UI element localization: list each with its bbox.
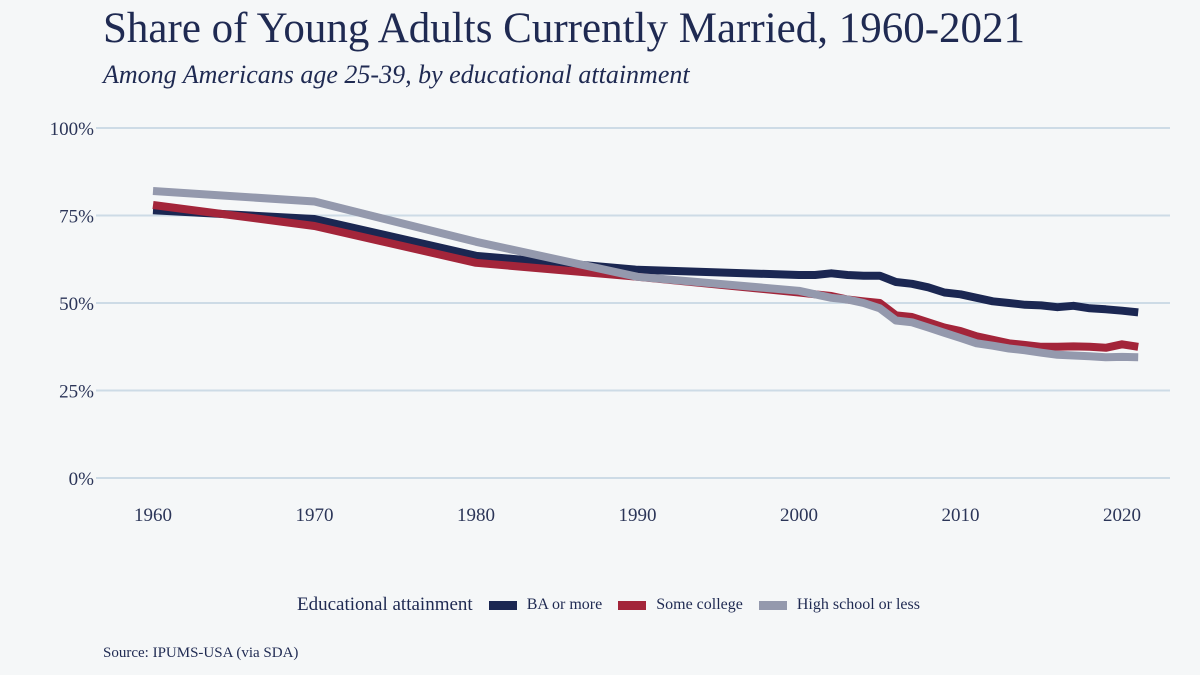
series-line-high-school-or-less	[152, 187, 1139, 362]
y-tick-label: 100%	[50, 119, 95, 140]
legend-item-high-school-or-less: High school or less	[758, 596, 920, 614]
y-tick-label: 75%	[59, 207, 94, 228]
legend-label-ba-or-more: BA or more	[526, 596, 603, 613]
series-line-ba-or-more	[152, 206, 1139, 317]
y-axis-tick-labels: 0% 25% 50% 75% 100%	[50, 119, 95, 490]
legend-swatch-some-college	[618, 600, 647, 610]
x-tick-label: 1990	[619, 505, 657, 526]
x-axis-tick-labels: 1960 1970 1980 1990 2000 2010 2020	[134, 505, 1141, 526]
legend-label-some-college: Some college	[656, 596, 743, 613]
legend-label-high-school-or-less: High school or less	[796, 596, 920, 613]
legend-item-some-college: Some college	[618, 596, 743, 614]
legend-title: Educational attainment	[297, 594, 473, 615]
y-tick-label: 25%	[59, 382, 94, 403]
series-lines	[152, 187, 1139, 362]
chart-title: Share of Young Adults Currently Married,…	[103, 5, 1026, 52]
x-tick-label: 2010	[942, 505, 980, 526]
source-note: Source: IPUMS-USA (via SDA)	[103, 645, 299, 661]
x-tick-label: 1980	[457, 505, 495, 526]
x-tick-label: 2000	[780, 505, 818, 526]
legend-swatch-high-school-or-less	[758, 600, 787, 610]
legend-item-ba-or-more: BA or more	[488, 596, 603, 614]
x-tick-label: 1970	[296, 505, 334, 526]
y-tick-label: 0%	[69, 469, 95, 490]
y-tick-label: 50%	[59, 294, 94, 315]
chart-subtitle: Among Americans age 25-39, by educationa…	[103, 60, 690, 89]
legend-swatch-ba-or-more	[488, 600, 517, 610]
x-tick-label: 1960	[134, 505, 172, 526]
x-tick-label: 2020	[1103, 505, 1141, 526]
legend: Educational attainment BA or more Some c…	[297, 594, 936, 616]
